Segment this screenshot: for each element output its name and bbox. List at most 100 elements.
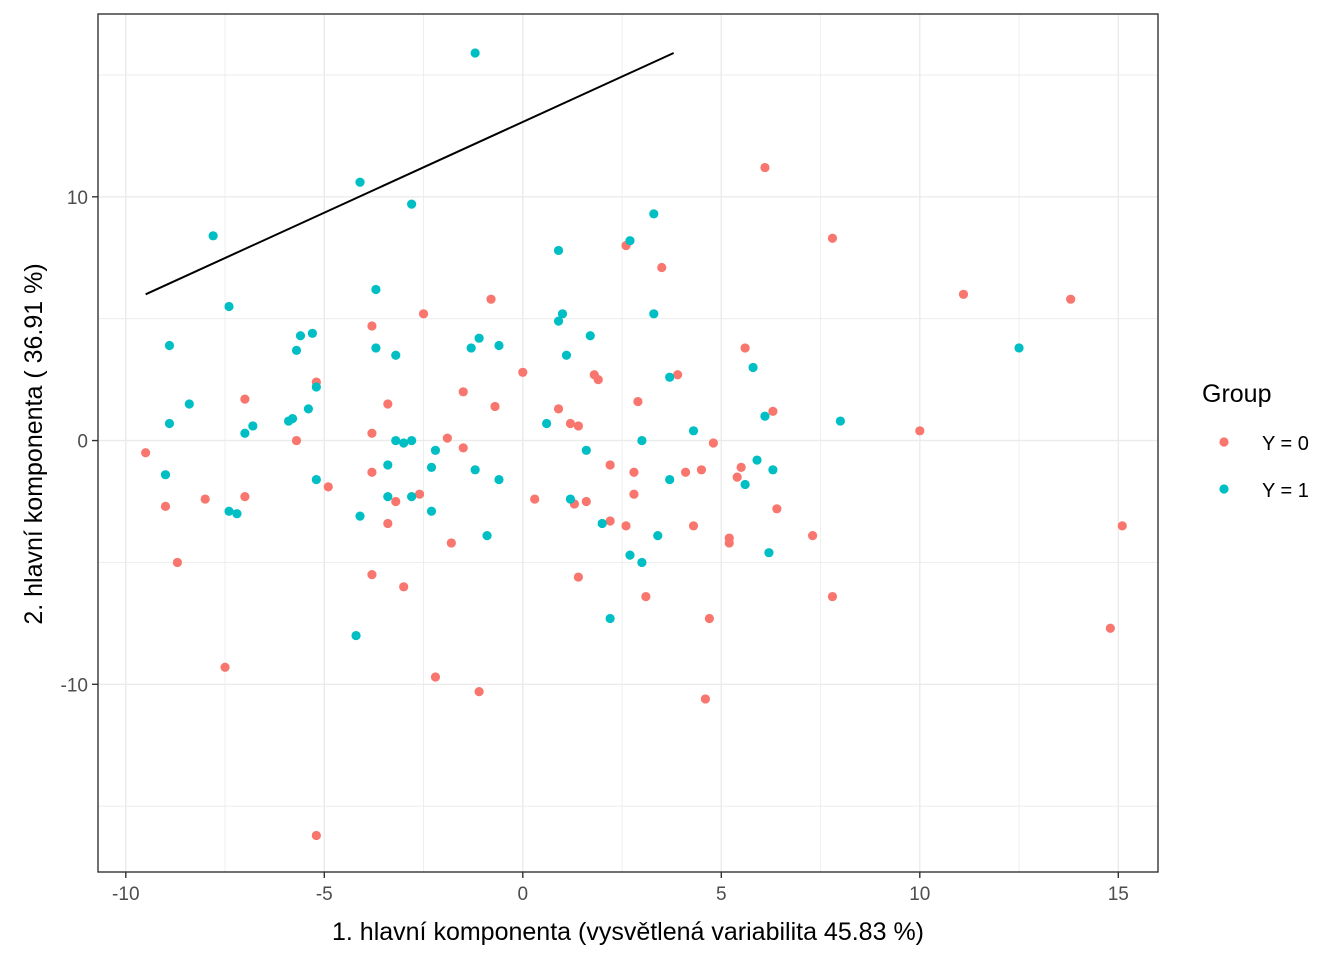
data-point-y1 — [224, 301, 234, 312]
data-point-y0 — [446, 538, 456, 548]
data-point-y0 — [958, 289, 969, 299]
data-point-y0 — [458, 443, 468, 453]
y-tick-label: -10 — [61, 675, 88, 696]
x-tick-label: -5 — [316, 884, 333, 905]
y-axis-title: 2. hlavní komponenta ( 36.91 %) — [20, 263, 48, 624]
data-point-y1 — [581, 445, 591, 455]
data-point-y1 — [470, 465, 480, 475]
data-point-y1 — [371, 284, 381, 295]
data-point-y0 — [827, 591, 838, 602]
data-point-y0 — [740, 343, 750, 353]
data-point-y1 — [371, 343, 381, 353]
y-tick-label: 0 — [77, 432, 88, 453]
data-point-y0 — [700, 694, 711, 704]
data-point-y1 — [184, 399, 194, 409]
data-point-y1 — [311, 382, 321, 392]
data-point-y0 — [490, 401, 500, 412]
data-point-y1 — [287, 414, 298, 424]
x-tick-label: -10 — [112, 884, 139, 905]
data-point-y1 — [665, 372, 675, 382]
data-point-y1 — [688, 426, 699, 436]
data-point-y1 — [561, 350, 572, 360]
data-point-y1 — [399, 438, 409, 448]
data-point-y1 — [355, 511, 365, 521]
data-point-y0 — [633, 396, 643, 407]
data-point-y0 — [141, 448, 151, 458]
data-point-y0 — [1066, 294, 1076, 304]
data-point-y0 — [418, 309, 429, 319]
data-point-y1 — [164, 418, 175, 429]
data-point-y1 — [391, 435, 401, 446]
data-point-y0 — [311, 830, 321, 841]
data-point-y0 — [200, 494, 210, 504]
data-point-y1 — [494, 474, 504, 485]
data-point-y0 — [530, 494, 540, 504]
data-point-y0 — [518, 367, 528, 377]
legend-key — [1219, 437, 1229, 447]
legend-key — [1219, 484, 1229, 494]
data-point-y0 — [565, 418, 576, 429]
y-tick-label: 10 — [67, 188, 88, 209]
legend-title: Group — [1202, 380, 1271, 408]
data-point-y1 — [760, 411, 770, 421]
data-point-y1 — [764, 548, 774, 558]
data-point-y0 — [736, 462, 746, 472]
data-point-y0 — [1105, 623, 1115, 633]
data-point-y0 — [172, 557, 183, 568]
data-point-y1 — [835, 416, 845, 426]
data-point-y1 — [748, 362, 758, 373]
data-point-y0 — [581, 496, 591, 507]
fit-line — [145, 52, 675, 296]
data-point-y1 — [240, 428, 250, 438]
data-point-y0 — [323, 482, 333, 492]
data-point-y0 — [621, 521, 631, 531]
data-point-y0 — [760, 162, 770, 173]
data-point-y1 — [649, 309, 659, 319]
data-point-y1 — [653, 531, 663, 541]
data-point-y1 — [625, 550, 635, 560]
major-gridlines — [98, 14, 1158, 872]
data-point-y1 — [295, 331, 306, 341]
data-point-y0 — [367, 321, 377, 331]
data-point-y0 — [367, 428, 377, 438]
data-point-y1 — [307, 328, 317, 338]
data-point-y0 — [605, 516, 615, 526]
data-point-y1 — [637, 435, 647, 446]
data-point-y0 — [399, 582, 409, 592]
data-point-y1 — [553, 316, 564, 326]
data-point-y1 — [407, 492, 417, 502]
data-point-y1 — [426, 506, 437, 516]
data-point-y0 — [915, 426, 925, 436]
data-point-y0 — [657, 262, 667, 273]
data-point-y1 — [585, 331, 595, 341]
data-point-y1 — [426, 462, 437, 472]
x-tick-label: 5 — [716, 884, 727, 905]
data-point-y1 — [494, 340, 504, 351]
y-axis-ticks: -10 0 10 — [61, 188, 98, 696]
data-point-y0 — [1117, 521, 1127, 531]
regression-line — [145, 52, 675, 296]
data-point-y0 — [673, 370, 683, 380]
data-point-y0 — [367, 570, 377, 580]
data-point-y0 — [724, 538, 734, 548]
data-point-y1 — [391, 350, 401, 360]
data-point-y1 — [383, 460, 393, 470]
data-point-y1 — [649, 209, 659, 219]
data-point-y0 — [688, 521, 699, 531]
data-point-y0 — [383, 518, 393, 529]
x-tick-label: 10 — [909, 884, 930, 905]
data-point-y1 — [355, 177, 365, 187]
data-point-y0 — [605, 460, 615, 470]
data-point-y0 — [772, 504, 782, 514]
data-point-y1 — [665, 474, 675, 485]
data-point-y0 — [827, 233, 838, 243]
data-point-y0 — [708, 438, 718, 448]
data-point-y1 — [597, 518, 607, 529]
data-point-y0 — [367, 467, 377, 477]
data-point-y0 — [383, 399, 393, 409]
legend: Group Y = 0 Y = 1 — [1202, 380, 1309, 502]
data-point-y1 — [407, 435, 417, 446]
data-point-y1 — [232, 509, 242, 519]
x-axis-title: 1. hlavní komponenta (vysvětlená variabi… — [332, 918, 924, 946]
